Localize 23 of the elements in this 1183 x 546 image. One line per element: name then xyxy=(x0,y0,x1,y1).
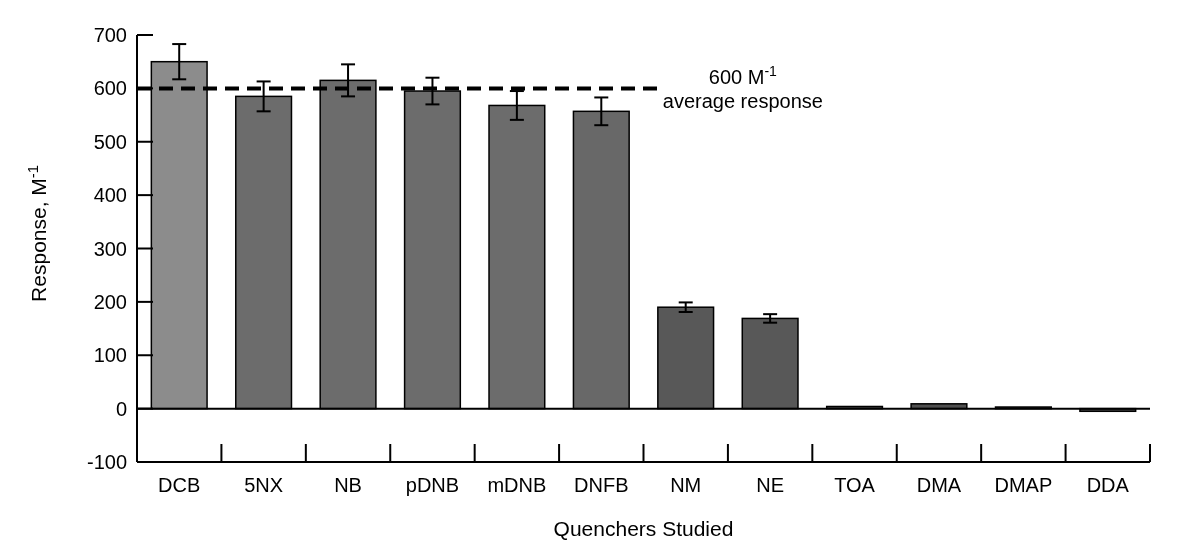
x-tick-label: DMAP xyxy=(994,474,1053,496)
y-tick-label: 500 xyxy=(93,130,127,153)
x-tick-label: DDA xyxy=(1086,474,1130,496)
x-tick-label: DCB xyxy=(158,474,201,496)
x-tick-label: 5NX xyxy=(244,474,284,496)
y-tick-label: 0 xyxy=(115,397,127,420)
x-tick-label: TOA xyxy=(834,474,876,496)
y-tick-label: 300 xyxy=(93,237,127,260)
x-tick-label: pDNB xyxy=(405,474,460,496)
ref-line-label: 600 M$^{-1}$ average response xyxy=(662,63,823,113)
y-tick-label: 600 xyxy=(93,77,127,100)
y-tick-label: -100 xyxy=(86,451,127,473)
x-tick-label: DMA xyxy=(916,474,962,496)
x-tick-label: DNFB xyxy=(574,474,629,496)
x-axis-title: Quenchers Studied xyxy=(553,517,734,540)
y-tick-label: 200 xyxy=(93,290,127,313)
x-tick-label: NE xyxy=(756,474,785,496)
x-tick-label: NM xyxy=(670,474,702,496)
y-tick-label: 100 xyxy=(93,344,127,367)
x-tick-label: mDNB xyxy=(487,474,547,496)
y-tick-label: 700 xyxy=(93,24,127,46)
y-tick-label: 400 xyxy=(93,184,127,207)
x-tick-label: NB xyxy=(334,474,362,496)
